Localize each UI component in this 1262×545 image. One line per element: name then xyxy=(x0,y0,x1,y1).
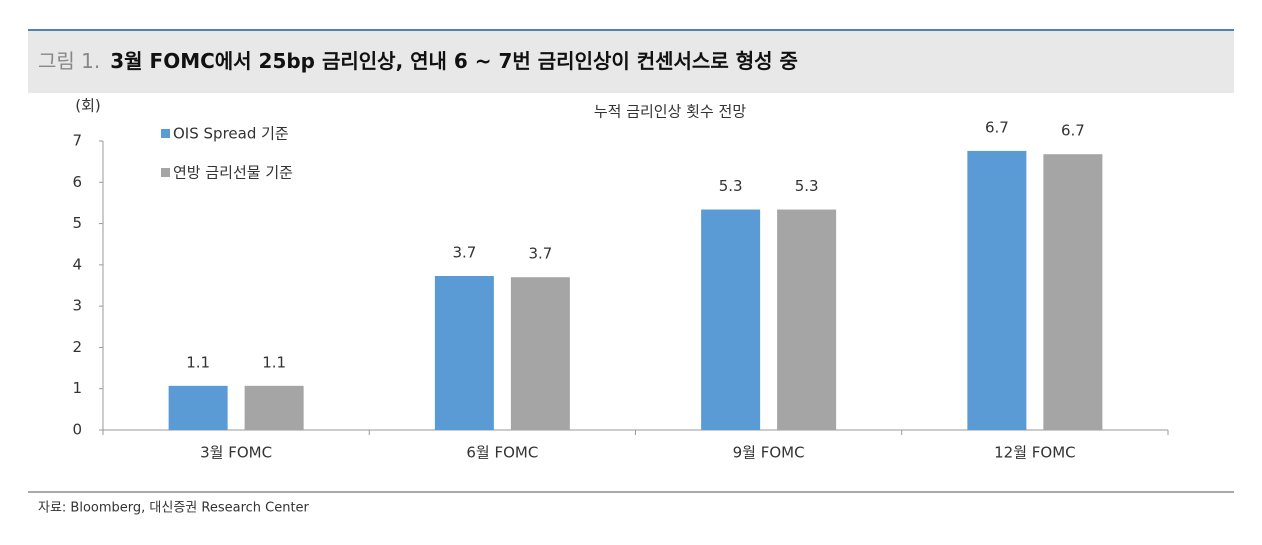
legend-label: OIS Spread 기준 xyxy=(173,125,289,143)
y-tick-label: 0 xyxy=(72,421,82,439)
legend-label: 연방 금리선물 기준 xyxy=(173,164,293,182)
value-label: 1.1 xyxy=(262,353,286,371)
y-tick-label: 4 xyxy=(72,255,82,273)
bar xyxy=(967,150,1027,430)
legend-swatch xyxy=(161,168,170,177)
y-tick-label: 5 xyxy=(72,214,82,232)
x-tick-label: 9월 FOMC xyxy=(733,444,805,462)
legend-swatch xyxy=(161,129,170,138)
figure-heading: 3월 FOMC에서 25bp 금리인상, 연내 6 ~ 7번 금리인상이 컨센서… xyxy=(110,49,798,73)
value-label: 6.7 xyxy=(985,118,1009,136)
bar xyxy=(168,385,228,430)
source: 자료: Bloomberg, 대신증권 Research Center xyxy=(38,501,310,516)
value-label: 1.1 xyxy=(186,353,210,371)
y-tick-label: 7 xyxy=(72,132,82,150)
bar xyxy=(434,276,494,430)
y-tick-label: 1 xyxy=(72,379,82,397)
value-label: 5.3 xyxy=(719,177,743,195)
bar xyxy=(244,385,304,430)
value-label: 3.7 xyxy=(528,245,552,263)
title-band xyxy=(28,30,1234,93)
value-label: 3.7 xyxy=(452,244,476,262)
figure-label: 그림 1. xyxy=(38,49,100,73)
bar xyxy=(510,277,570,430)
bar xyxy=(701,209,761,430)
y-tick-label: 3 xyxy=(72,297,82,315)
figure-title: 그림 1. 3월 FOMC에서 25bp 금리인상, 연내 6 ~ 7번 금리인상… xyxy=(38,49,798,73)
y-axis-label: (회) xyxy=(75,97,101,115)
bar xyxy=(777,209,837,430)
x-tick-label: 12월 FOMC xyxy=(994,444,1076,462)
x-tick-label: 6월 FOMC xyxy=(466,444,538,462)
bar xyxy=(1043,154,1103,430)
value-label: 5.3 xyxy=(795,177,819,195)
value-label: 6.7 xyxy=(1061,122,1085,140)
y-tick-label: 6 xyxy=(72,173,82,191)
y-tick-label: 2 xyxy=(72,338,82,356)
chart-title: 누적 금리인상 횟수 전망 xyxy=(594,103,747,121)
x-tick-label: 3월 FOMC xyxy=(200,444,272,462)
